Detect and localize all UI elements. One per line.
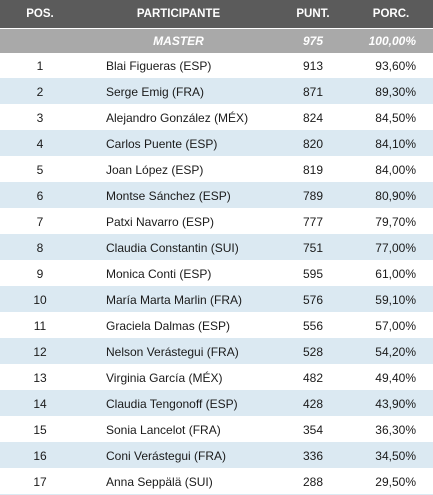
table-row: 12 Nelson Verástegui (FRA) 528 54,20%: [0, 338, 433, 365]
row-participant: María Marta Marlin (FRA): [80, 286, 277, 313]
table-row: 17 Anna Seppälä (SUI) 288 29,50%: [0, 468, 433, 495]
row-participant: Joan López (ESP): [80, 156, 277, 183]
header-pos: POS.: [0, 0, 80, 29]
row-points: 354: [277, 416, 349, 443]
table-row: 14 Claudia Tengonoff (ESP) 428 43,90%: [0, 390, 433, 417]
header-participant: PARTICIPANTE: [80, 0, 277, 29]
row-participant: Monica Conti (ESP): [80, 260, 277, 287]
row-participant: Claudia Tengonoff (ESP): [80, 390, 277, 417]
row-pos: 1: [0, 53, 80, 79]
row-percent: 36,30%: [349, 416, 433, 443]
master-percent: 100,00%: [349, 28, 433, 53]
row-points: 820: [277, 130, 349, 157]
row-pos: 17: [0, 468, 80, 495]
row-pos: 13: [0, 364, 80, 391]
row-points: 789: [277, 182, 349, 209]
table-row: 8 Claudia Constantin (SUI) 751 77,00%: [0, 234, 433, 261]
header-percent: PORC.: [349, 0, 433, 29]
row-points: 576: [277, 286, 349, 313]
row-pos: 4: [0, 130, 80, 157]
table-row: 6 Montse Sánchez (ESP) 789 80,90%: [0, 182, 433, 209]
table-body: MASTER 975 100,00% 1 Blai Figueras (ESP) 9…: [0, 28, 433, 495]
table-row: 15 Sonia Lancelot (FRA) 354 36,30%: [0, 416, 433, 443]
row-points: 482: [277, 364, 349, 391]
row-pos: 15: [0, 416, 80, 443]
row-participant: Coni Verástegui (FRA): [80, 442, 277, 469]
master-label: MASTER: [80, 28, 277, 53]
row-participant: Claudia Constantin (SUI): [80, 234, 277, 261]
table-row: 10 María Marta Marlin (FRA) 576 59,10%: [0, 286, 433, 313]
row-points: 913: [277, 53, 349, 79]
master-points: 975: [277, 28, 349, 53]
row-percent: 49,40%: [349, 364, 433, 391]
row-participant: Alejandro González (MÉX): [80, 104, 277, 131]
table-row: 9 Monica Conti (ESP) 595 61,00%: [0, 260, 433, 287]
row-points: 824: [277, 104, 349, 131]
master-pos: [0, 28, 80, 53]
row-pos: 3: [0, 104, 80, 131]
row-pos: 5: [0, 156, 80, 183]
table-row: 2 Serge Emig (FRA) 871 89,30%: [0, 78, 433, 105]
header-row: POS. PARTICIPANTE PUNT. PORC.: [0, 0, 433, 29]
row-participant: Virginia García (MÉX): [80, 364, 277, 391]
row-participant: Patxi Navarro (ESP): [80, 208, 277, 235]
row-percent: 57,00%: [349, 312, 433, 339]
table-row: 7 Patxi Navarro (ESP) 777 79,70%: [0, 208, 433, 235]
table-row: 4 Carlos Puente (ESP) 820 84,10%: [0, 130, 433, 157]
row-participant: Blai Figueras (ESP): [80, 53, 277, 79]
row-pos: 2: [0, 78, 80, 105]
row-points: 288: [277, 468, 349, 495]
row-pos: 9: [0, 260, 80, 287]
row-points: 528: [277, 338, 349, 365]
table-row: 11 Graciela Dalmas (ESP) 556 57,00%: [0, 312, 433, 339]
row-percent: 34,50%: [349, 442, 433, 469]
header-points: PUNT.: [277, 0, 349, 29]
row-percent: 84,50%: [349, 104, 433, 131]
row-pos: 10: [0, 286, 80, 313]
row-points: 777: [277, 208, 349, 235]
master-row: MASTER 975 100,00%: [0, 28, 433, 53]
row-points: 871: [277, 78, 349, 105]
row-pos: 16: [0, 442, 80, 469]
row-percent: 84,00%: [349, 156, 433, 183]
row-participant: Graciela Dalmas (ESP): [80, 312, 277, 339]
row-percent: 79,70%: [349, 208, 433, 235]
table-row: 3 Alejandro González (MÉX) 824 84,50%: [0, 104, 433, 131]
row-pos: 11: [0, 312, 80, 339]
row-points: 336: [277, 442, 349, 469]
row-participant: Serge Emig (FRA): [80, 78, 277, 105]
row-points: 428: [277, 390, 349, 417]
table-row: 16 Coni Verástegui (FRA) 336 34,50%: [0, 442, 433, 469]
row-percent: 29,50%: [349, 468, 433, 495]
table-header: POS. PARTICIPANTE PUNT. PORC.: [0, 0, 433, 29]
table-row: 13 Virginia García (MÉX) 482 49,40%: [0, 364, 433, 391]
row-points: 556: [277, 312, 349, 339]
row-participant: Nelson Verástegui (FRA): [80, 338, 277, 365]
row-points: 751: [277, 234, 349, 261]
row-percent: 89,30%: [349, 78, 433, 105]
row-percent: 93,60%: [349, 53, 433, 79]
table-row: 1 Blai Figueras (ESP) 913 93,60%: [0, 53, 433, 79]
row-pos: 6: [0, 182, 80, 209]
row-pos: 7: [0, 208, 80, 235]
row-pos: 14: [0, 390, 80, 417]
row-percent: 43,90%: [349, 390, 433, 417]
row-pos: 8: [0, 234, 80, 261]
table-row: 5 Joan López (ESP) 819 84,00%: [0, 156, 433, 183]
row-participant: Carlos Puente (ESP): [80, 130, 277, 157]
row-participant: Montse Sánchez (ESP): [80, 182, 277, 209]
row-pos: 12: [0, 338, 80, 365]
row-percent: 80,90%: [349, 182, 433, 209]
row-percent: 61,00%: [349, 260, 433, 287]
row-percent: 77,00%: [349, 234, 433, 261]
row-percent: 54,20%: [349, 338, 433, 365]
row-percent: 59,10%: [349, 286, 433, 313]
row-points: 819: [277, 156, 349, 183]
row-percent: 84,10%: [349, 130, 433, 157]
row-participant: Sonia Lancelot (FRA): [80, 416, 277, 443]
row-participant: Anna Seppälä (SUI): [80, 468, 277, 495]
row-points: 595: [277, 260, 349, 287]
